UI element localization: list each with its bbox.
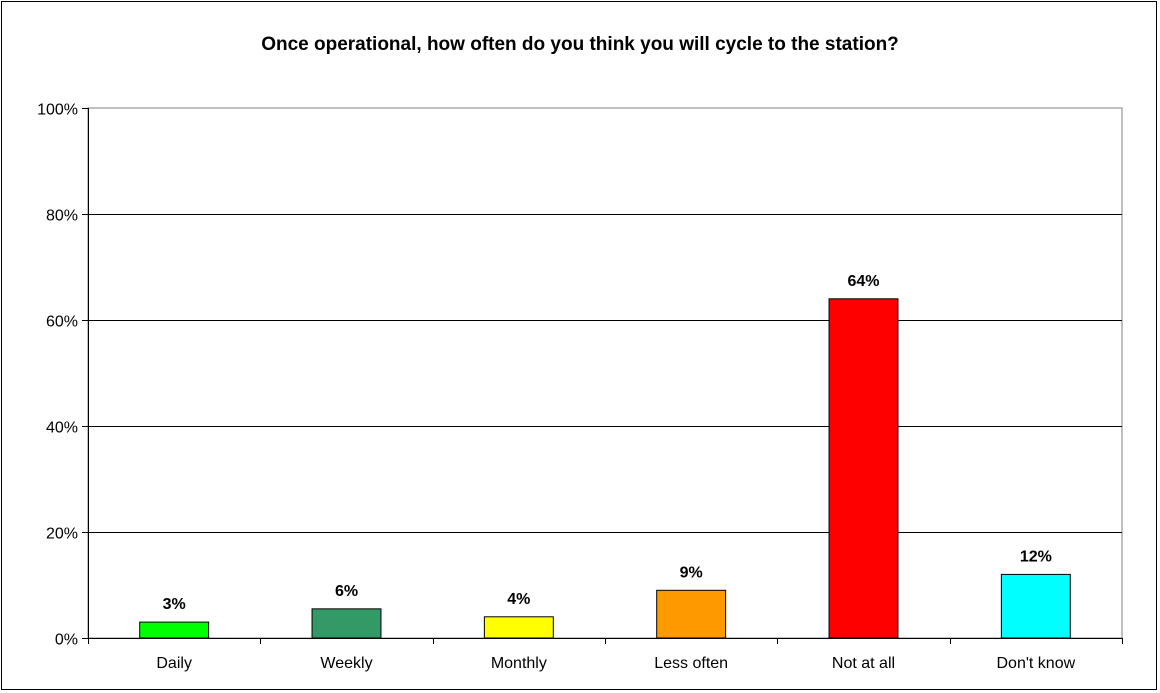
gridlines — [87, 107, 1123, 639]
bars — [139, 298, 1071, 639]
bar-weekly — [311, 608, 382, 639]
labels: 0% 20% 40% 60% 80% 100% Daily 3% Weekly 6% Monthly… — [37, 102, 1076, 673]
x-tick-label: Not at all — [832, 655, 895, 672]
x-tick-label: Don't know — [997, 655, 1076, 672]
bar-monthly — [483, 616, 554, 639]
data-label: 12% — [1020, 548, 1052, 565]
y-tick-label: 40% — [46, 420, 78, 437]
data-label: 4% — [507, 591, 530, 608]
x-tick-label: Daily — [156, 655, 192, 672]
x-tick-label: Less often — [654, 655, 728, 672]
bar-daily — [139, 621, 210, 639]
x-tick-label: Monthly — [491, 655, 547, 672]
x-tick-label: Weekly — [320, 655, 372, 672]
y-tick-label: 20% — [46, 526, 78, 543]
bar-less-often — [656, 589, 727, 639]
data-label: 64% — [847, 273, 879, 290]
bar-not-at-all — [828, 298, 899, 639]
axes — [82, 108, 1123, 644]
y-tick-label: 0% — [55, 632, 78, 649]
data-label: 6% — [335, 583, 358, 600]
data-label: 3% — [163, 596, 186, 613]
data-label: 9% — [680, 564, 703, 581]
y-tick-label: 80% — [46, 208, 78, 225]
chart-title: Once operational, how often do you think… — [261, 34, 899, 55]
bar-don-t-know — [1000, 573, 1071, 639]
y-tick-label: 60% — [46, 314, 78, 331]
y-tick-label: 100% — [37, 102, 78, 119]
plot-area — [87, 107, 1123, 639]
